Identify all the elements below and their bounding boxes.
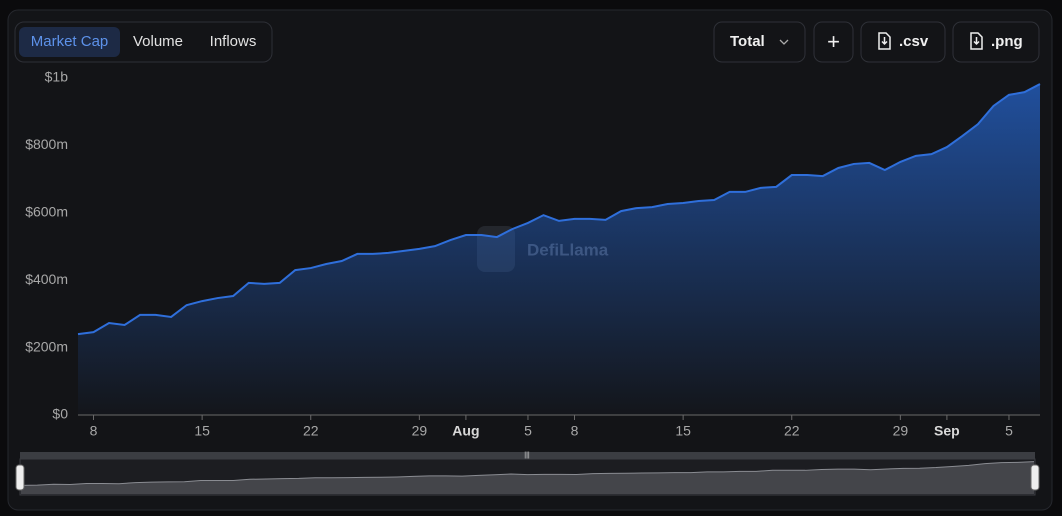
y-tick-label: $800m — [25, 136, 68, 152]
y-tick-label: $400m — [25, 271, 68, 287]
x-tick-label: 29 — [412, 423, 428, 439]
chevron-icon — [779, 39, 789, 45]
x-tick-label: 22 — [303, 423, 319, 439]
button[interactable] — [813, 21, 854, 63]
line — [77, 83, 1041, 336]
area — [78, 84, 1040, 415]
slider-bar — [20, 452, 1035, 459]
y-tick-label: $1b — [45, 69, 69, 85]
tab-active-bg — [19, 27, 120, 57]
x-tick-label: 15 — [675, 423, 691, 439]
x-tick-label: 5 — [524, 423, 532, 439]
y-tick-label: $0 — [52, 406, 68, 422]
button-label[interactable]: Total — [730, 33, 765, 50]
button[interactable] — [860, 21, 946, 63]
tab[interactable]: Inflows — [210, 33, 257, 50]
download-icon — [878, 32, 891, 50]
overview-area — [21, 461, 1034, 494]
button-label[interactable]: .png — [991, 33, 1023, 50]
tab[interactable]: Volume — [133, 33, 183, 50]
overview-line — [20, 461, 1035, 486]
tab-group — [14, 21, 273, 63]
button[interactable] — [952, 21, 1040, 63]
y-tick-label: $200m — [25, 338, 68, 354]
button-label[interactable]: + — [827, 29, 840, 54]
slider-grip: ||| — [524, 452, 530, 459]
x-tick-label: 8 — [90, 423, 98, 439]
x-tick-label: 5 — [1005, 423, 1013, 439]
x-tick-label: Sep — [934, 423, 960, 439]
x-tick-label: 22 — [784, 423, 800, 439]
button[interactable] — [713, 21, 806, 63]
download-icon — [970, 32, 983, 50]
y-tick-label: $600m — [25, 204, 68, 220]
x-tick-label: 8 — [571, 423, 579, 439]
x-tick-label: 15 — [194, 423, 210, 439]
tab[interactable]: Market Cap — [31, 33, 109, 50]
slider-handle[interactable] — [1030, 464, 1040, 491]
button-label[interactable]: .csv — [899, 33, 929, 50]
x-tick-label: Aug — [452, 423, 479, 439]
x-tick-label: 29 — [893, 423, 909, 439]
slider-handle[interactable] — [15, 464, 25, 491]
